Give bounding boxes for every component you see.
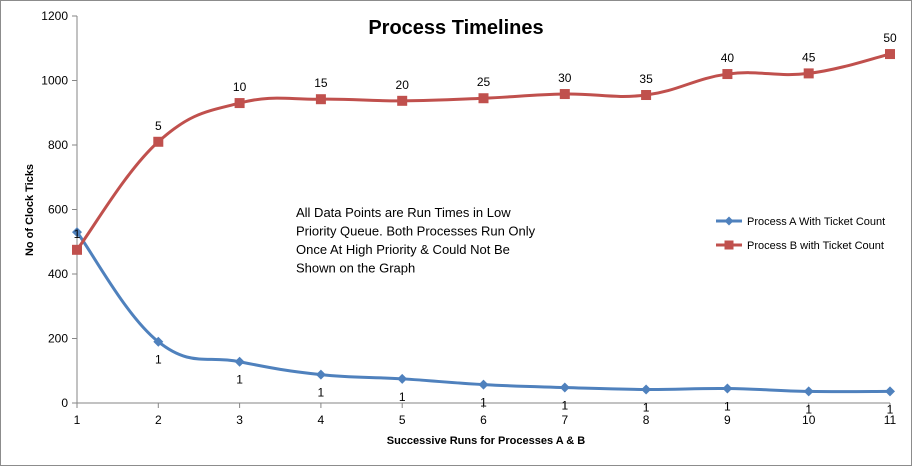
data-label: 30 xyxy=(558,71,572,85)
data-point xyxy=(397,95,408,106)
series-group: 1111111111115101520253035404550 xyxy=(72,31,897,416)
x-tick-label: 7 xyxy=(561,413,568,427)
legend-marker xyxy=(724,240,734,250)
data-point xyxy=(641,384,652,395)
data-point xyxy=(559,382,570,393)
data-point xyxy=(234,356,245,367)
legend: Process A With Ticket Count Process B wit… xyxy=(716,216,885,252)
data-label: 25 xyxy=(477,75,491,89)
series-process-a: 1 1 1 1 1 1 1 1 1 1 1 xyxy=(72,227,895,416)
data-label: 40 xyxy=(721,51,735,65)
data-label: 1 xyxy=(887,402,894,416)
annotation-line: All Data Points are Run Times in Low xyxy=(296,205,511,220)
data-label: 20 xyxy=(396,78,410,92)
data-label: 1 xyxy=(318,386,325,400)
data-point xyxy=(803,68,814,79)
data-point xyxy=(72,244,82,255)
y-tick-label: 400 xyxy=(48,267,68,281)
data-point xyxy=(153,336,164,347)
y-tick-label: 800 xyxy=(48,138,68,152)
data-point xyxy=(478,93,489,104)
data-label: 50 xyxy=(883,31,897,45)
x-tick-label: 11 xyxy=(884,413,897,427)
annotation-line: Shown on the Graph xyxy=(296,261,415,276)
y-tick-label: 0 xyxy=(61,396,68,410)
data-point xyxy=(803,386,814,397)
x-tick-label: 10 xyxy=(802,413,816,427)
x-tick-label: 5 xyxy=(399,413,406,427)
annotation-line: Once At High Priority & Could Not Be xyxy=(296,242,510,257)
data-point xyxy=(641,90,652,101)
x-tick-label: 2 xyxy=(155,413,162,427)
data-label: 5 xyxy=(155,119,162,133)
x-tick-label: 9 xyxy=(724,413,731,427)
data-label: 35 xyxy=(639,72,653,86)
data-point xyxy=(315,369,326,380)
x-tick-label: 6 xyxy=(480,413,487,427)
data-point xyxy=(885,49,895,60)
annotation-text: All Data Points are Run Times in Low Prio… xyxy=(296,205,536,276)
y-tick-label: 200 xyxy=(48,332,68,346)
data-label: 1 xyxy=(399,390,406,404)
data-point xyxy=(885,386,895,397)
chart-title: Process Timelines xyxy=(368,17,543,39)
legend-label: Process B with Ticket Count xyxy=(747,240,884,252)
data-label: 10 xyxy=(233,80,247,94)
data-label: 45 xyxy=(802,50,816,64)
y-axis-title: No of Clock Ticks xyxy=(24,164,36,256)
data-point xyxy=(559,89,570,100)
y-tick-label: 1000 xyxy=(41,74,68,88)
data-point xyxy=(722,69,733,80)
data-label: 1 xyxy=(480,396,487,410)
data-point xyxy=(153,136,164,147)
x-tick-label: 1 xyxy=(74,413,81,427)
data-label: 1 xyxy=(805,402,812,416)
legend-label: Process A With Ticket Count xyxy=(747,216,885,228)
data-point xyxy=(315,94,326,105)
data-label: 1 xyxy=(561,399,568,413)
x-axis-title: Successive Runs for Processes A & B xyxy=(387,435,586,447)
data-point xyxy=(397,373,408,384)
x-tick-label: 3 xyxy=(236,413,243,427)
data-point xyxy=(478,379,489,390)
data-point xyxy=(234,98,245,109)
data-label: 15 xyxy=(314,76,328,90)
data-label: 1 xyxy=(74,227,81,241)
x-tick-label: 8 xyxy=(643,413,650,427)
data-label: 1 xyxy=(724,399,731,413)
data-point xyxy=(722,383,733,394)
data-point xyxy=(72,227,82,238)
data-label: 1 xyxy=(643,400,650,414)
data-label: 1 xyxy=(236,373,243,387)
y-tick-label: 1200 xyxy=(41,9,68,23)
legend-marker xyxy=(724,216,734,226)
annotation-line: Priority Queue. Both Processes Run Only xyxy=(296,224,536,239)
y-tick-label: 600 xyxy=(48,203,68,217)
x-tick-label: 4 xyxy=(318,413,325,427)
data-label: 1 xyxy=(155,353,162,367)
